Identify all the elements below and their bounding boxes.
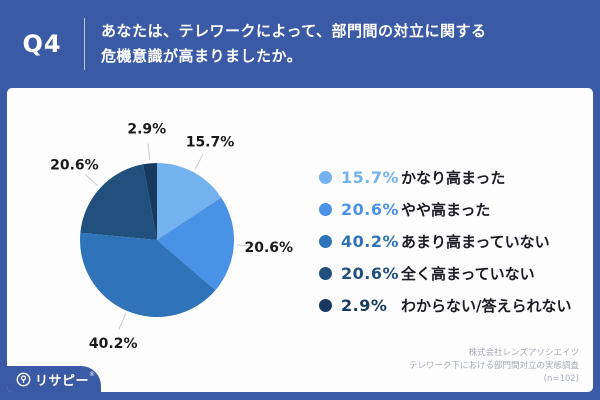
source-company: 株式会社レンズアソシエイツ xyxy=(468,348,579,358)
question-title: あなたは、テレワークによって、部門間の対立に関する 危機意識が高まりましたか。 xyxy=(101,19,487,69)
question-number: Q4 xyxy=(22,30,62,58)
legend-percent: 20.6% xyxy=(341,200,400,219)
legend-item: 40.2% あまり高まっていない xyxy=(319,231,571,252)
pie-percent-label: 15.7% xyxy=(186,134,235,150)
pie-slice-2 xyxy=(79,232,216,317)
legend-label: かなり高まった xyxy=(401,169,506,187)
source-sample: (n=102) xyxy=(543,374,579,384)
legend-swatch-icon xyxy=(319,267,332,280)
legend-percent: 40.2% xyxy=(341,232,400,251)
pie-leader-line xyxy=(236,244,254,247)
legend-label: わからない/答えられない xyxy=(401,297,572,315)
legend-item: 20.6% やや高まった xyxy=(319,199,571,220)
legend: 15.7% かなり高まった 20.6% やや高まった 40.2% あまり高まっていない 20… xyxy=(319,167,571,316)
pie-slice-0 xyxy=(157,163,222,240)
legend-swatch-icon xyxy=(319,299,332,312)
pie-percent-label: 20.6% xyxy=(245,240,294,256)
legend-percent: 2.9% xyxy=(341,296,388,315)
pie-leader-line xyxy=(118,313,127,330)
chart-panel: 15.7% 20.6% 40.2% 20.6% 2.9% 15.7% かなり高まった 20.… xyxy=(7,88,593,392)
pie-percent-label: 40.2% xyxy=(89,336,138,352)
legend-label: やや高まった xyxy=(401,201,491,219)
question-title-line1: あなたは、テレワークによって、部門間の対立に関する xyxy=(101,22,487,40)
pie-leader-line xyxy=(147,143,151,161)
pie-slice-3 xyxy=(80,164,157,240)
pie-slice-4 xyxy=(143,163,157,240)
pie-percent-label: 20.6% xyxy=(50,157,99,173)
pie-leader-line xyxy=(85,174,99,187)
legend-item: 15.7% かなり高まった xyxy=(319,167,571,188)
legend-percent: 20.6% xyxy=(341,264,400,283)
brand-logo: リサピー ® xyxy=(7,366,101,392)
legend-item: 2.9% わからない/答えられない xyxy=(319,295,571,316)
legend-label: あまり高まっていない xyxy=(401,233,550,251)
legend-percent: 15.7% xyxy=(341,168,400,187)
source-survey: テレワーク下における部門間対立の実態調査 xyxy=(408,361,579,371)
legend-swatch-icon xyxy=(319,203,332,216)
legend-label: 全く高まっていない xyxy=(401,265,535,283)
pie-leader-line xyxy=(194,154,204,170)
brand-trademark: ® xyxy=(89,371,96,378)
source-note: 株式会社レンズアソシエイツ テレワーク下における部門間対立の実態調査 (n=10… xyxy=(409,347,579,386)
legend-swatch-icon xyxy=(319,171,332,184)
legend-swatch-icon xyxy=(319,235,332,248)
question-title-line2: 危機意識が高まりましたか。 xyxy=(101,47,303,65)
pie-percent-label: 2.9% xyxy=(127,122,166,138)
pie-slice-1 xyxy=(157,197,234,291)
resapy-logo-icon xyxy=(16,372,31,386)
brand-logo-text: リサピー xyxy=(35,373,90,389)
header-divider xyxy=(84,18,85,70)
legend-item: 20.6% 全く高まっていない xyxy=(319,263,571,284)
question-header: Q4 あなたは、テレワークによって、部門間の対立に関する 危機意識が高まりました… xyxy=(0,0,600,88)
pie-chart: 15.7% 20.6% 40.2% 20.6% 2.9% xyxy=(50,122,294,353)
